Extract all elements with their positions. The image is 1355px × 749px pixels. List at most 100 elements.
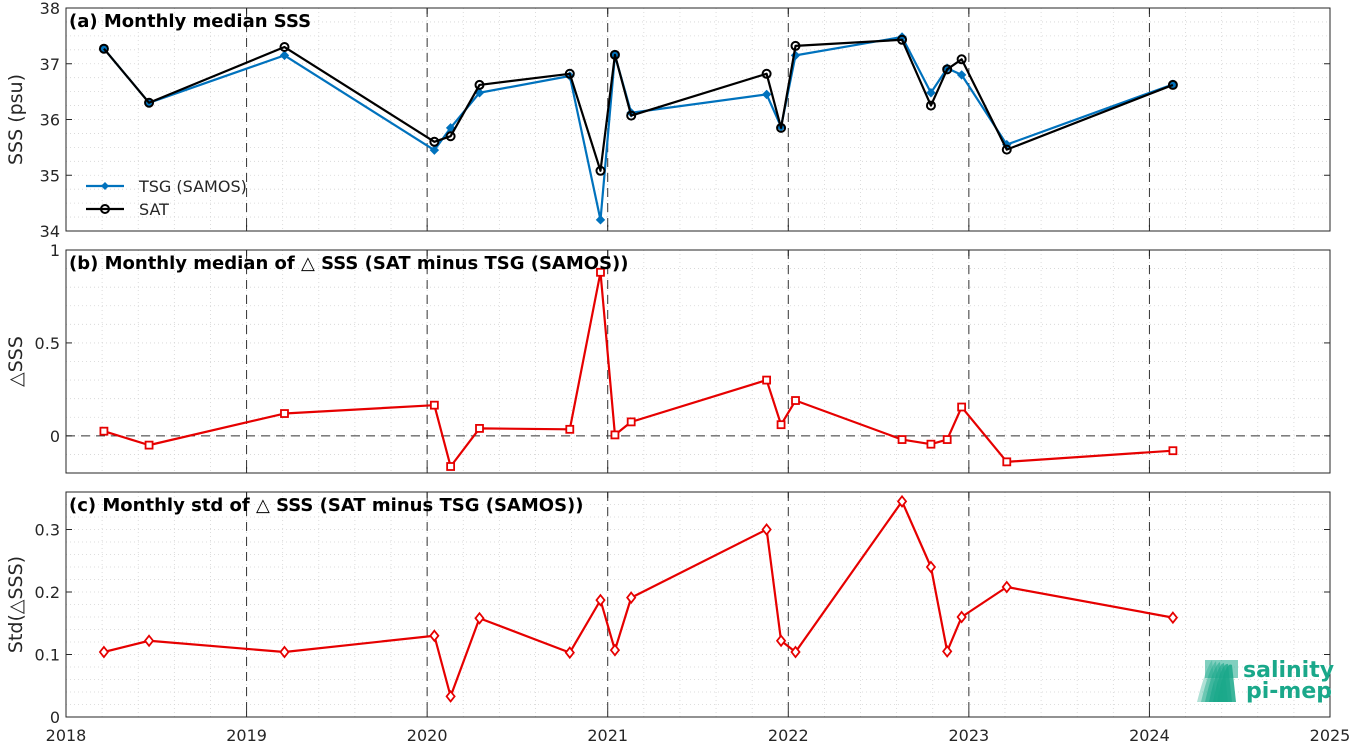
data-point: [925, 100, 936, 111]
data-point: [897, 34, 908, 45]
y-tick-label: 1: [50, 241, 60, 260]
data-point: [429, 145, 440, 155]
data-point: [925, 560, 937, 574]
data-point: [761, 89, 772, 100]
legend-marker: [100, 204, 110, 214]
series-line: [103, 271, 1173, 468]
data-point: [143, 634, 155, 648]
data-point: [99, 426, 109, 436]
data-point: [565, 424, 575, 434]
x-tick-label: 2024: [1129, 726, 1170, 745]
logo-text-line1: salinity: [1243, 658, 1334, 683]
data-point: [926, 439, 936, 449]
y-tick-label: 36: [40, 111, 60, 130]
data-point: [596, 267, 605, 277]
data-point: [610, 430, 620, 440]
data-point: [1167, 79, 1178, 90]
y-tick-label: 0: [50, 427, 60, 446]
data-point: [144, 97, 155, 108]
data-point: [776, 122, 787, 133]
y-tick-label: 37: [40, 55, 60, 74]
data-point: [609, 49, 620, 60]
data-point: [474, 79, 485, 90]
logo-block: [1205, 660, 1238, 678]
data-point: [595, 215, 606, 225]
data-point: [957, 402, 967, 412]
y-tick-label: 0.2: [35, 583, 60, 602]
x-tick-label: 2022: [768, 726, 809, 745]
data-point: [144, 440, 154, 450]
y-axis-label: △SSS: [5, 336, 27, 387]
y-tick-label: 0: [50, 708, 60, 727]
x-tick-label: 2023: [948, 726, 989, 745]
data-point: [790, 645, 801, 659]
data-point: [626, 110, 637, 121]
data-point: [279, 645, 290, 659]
x-tick-label: 2019: [226, 726, 267, 745]
series-line: [103, 35, 1174, 221]
x-tick-label: 2021: [587, 726, 628, 745]
data-point: [595, 593, 606, 607]
data-point: [445, 131, 456, 142]
data-point: [1168, 446, 1178, 456]
data-point: [429, 400, 439, 410]
panel-c: 0 0.1 0.2 0.3 Std(△SSS) (c) Monthly std of △ …: [5, 491, 1351, 745]
data-point: [564, 646, 575, 660]
data-point: [896, 494, 908, 508]
data-point: [1167, 611, 1179, 625]
panel-title: (b) Monthly median of △ SSS (SAT minus T…: [69, 253, 629, 274]
data-point: [956, 610, 967, 624]
legend-label: TSG (SAMOS): [138, 177, 247, 196]
x-tick-label: 2025: [1310, 726, 1351, 745]
panel-title: (a) Monthly median SSS: [69, 11, 311, 32]
legend: TSG (SAMOS) SAT: [86, 177, 247, 219]
y-tick-label: 0.3: [35, 521, 60, 540]
data-point: [595, 165, 606, 176]
data-point: [98, 43, 109, 54]
legend-label: SAT: [139, 200, 169, 219]
data-point: [1001, 580, 1012, 594]
data-point: [279, 42, 290, 53]
data-point: [429, 136, 440, 147]
data-point: [762, 375, 772, 385]
data-point: [446, 462, 456, 471]
data-point: [474, 611, 485, 625]
data-point: [761, 523, 772, 536]
data-point: [926, 88, 936, 98]
data-point: [897, 435, 907, 444]
y-axis-label: SSS (psu): [5, 74, 27, 165]
data-point: [609, 643, 621, 657]
x-tick-label: 2018: [46, 726, 87, 745]
panel-b: 0 0.5 1 △SSS (b) Monthly median of △ SSS (SA…: [5, 241, 1331, 474]
data-point: [775, 634, 787, 648]
data-point: [279, 50, 290, 61]
panel-title: (c) Monthly std of △ SSS (SAT minus TSG …: [69, 495, 584, 516]
data-point: [956, 54, 967, 65]
y-axis-label: Std(△SSS): [5, 556, 27, 653]
data-point: [942, 64, 953, 75]
data-point: [942, 435, 952, 444]
x-tick-label: 2020: [407, 726, 448, 745]
data-point: [280, 409, 289, 418]
data-point: [475, 423, 484, 433]
y-tick-label: 35: [40, 166, 60, 185]
y-tick-label: 0.1: [35, 646, 60, 665]
data-point: [626, 417, 636, 427]
data-point: [956, 70, 967, 80]
y-tick-label: 34: [40, 222, 60, 241]
data-point: [1002, 457, 1012, 467]
panel-a: 34 35 36 37 38 SSS (psu) (a) Monthly median SS…: [5, 0, 1331, 241]
plot-area: [65, 249, 1331, 474]
data-point: [1001, 144, 1012, 155]
data-point: [564, 68, 575, 79]
data-point: [791, 396, 800, 405]
y-tick-label: 38: [40, 0, 60, 18]
data-point: [429, 629, 440, 643]
plot-area: [65, 491, 1331, 718]
data-point: [942, 644, 953, 658]
y-tick-label: 0.5: [35, 334, 60, 353]
data-point: [776, 420, 786, 430]
legend-marker: [101, 182, 109, 190]
